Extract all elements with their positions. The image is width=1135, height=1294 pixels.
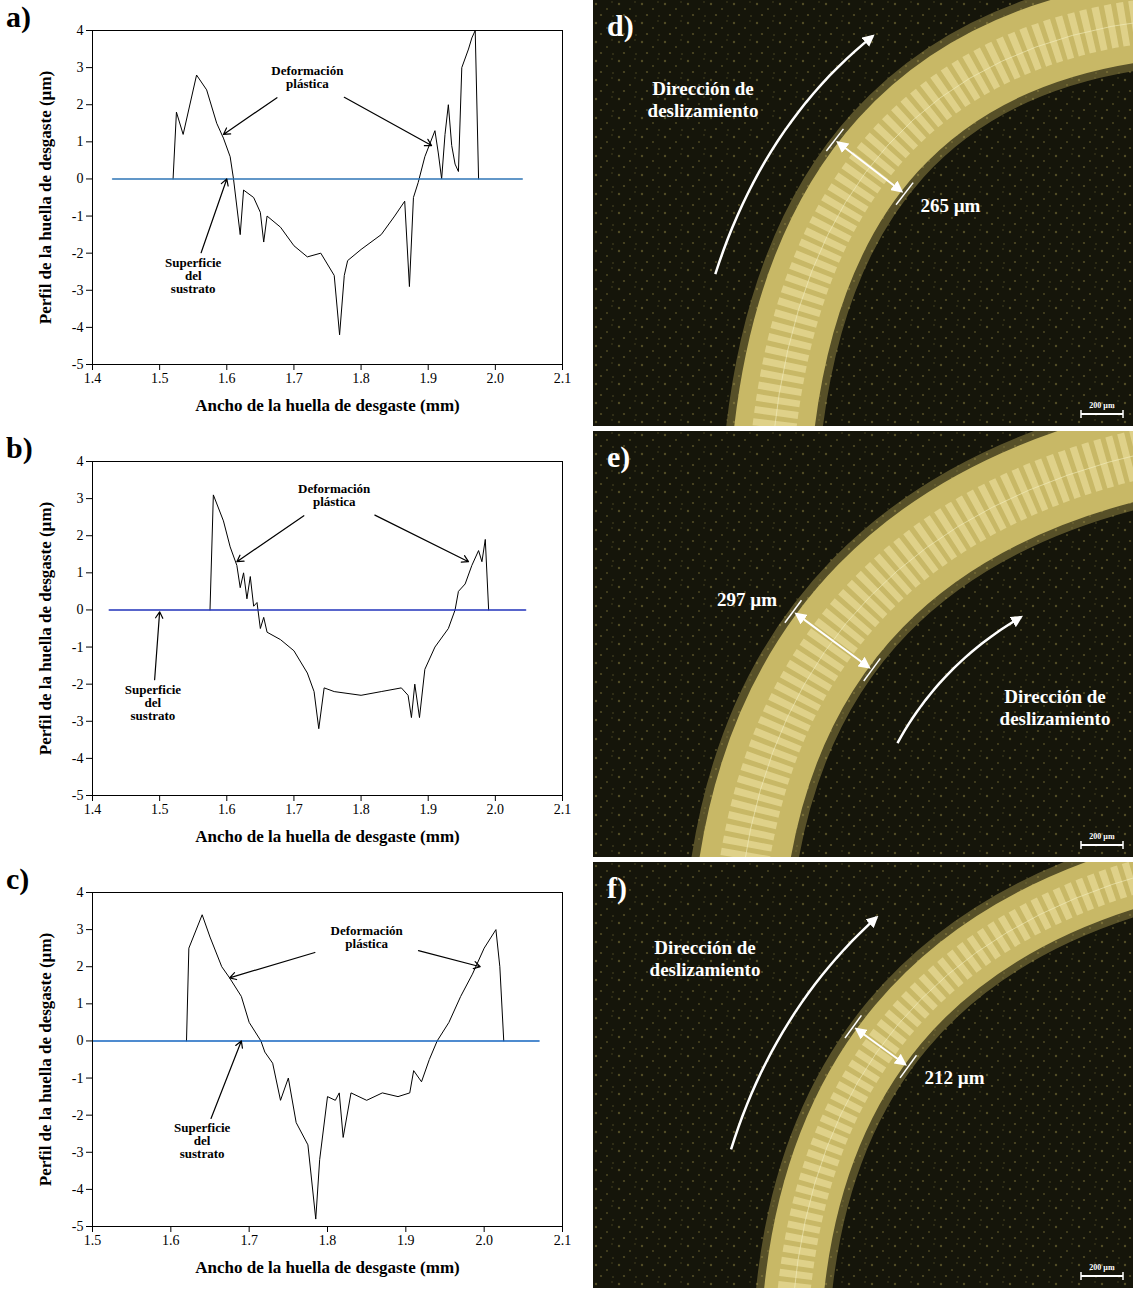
svg-text:2.0: 2.0 xyxy=(487,371,505,386)
html-text:c): c) xyxy=(6,862,30,895)
svg-text:1.8: 1.8 xyxy=(352,802,370,817)
svg-text:-1: -1 xyxy=(72,209,84,224)
svg-text:2.1: 2.1 xyxy=(554,1233,572,1248)
svg-text:1.9: 1.9 xyxy=(419,371,437,386)
svg-text:Superficiedelsustrato: Superficiedelsustrato xyxy=(174,1120,231,1161)
svg-text:-4: -4 xyxy=(72,320,84,335)
svg-text:1: 1 xyxy=(77,134,84,149)
svg-text:4: 4 xyxy=(77,885,84,900)
svg-text:297 µm: 297 µm xyxy=(717,589,777,610)
svg-text:Ancho de la huella de desgaste: Ancho de la huella de desgaste (mm) xyxy=(195,827,459,846)
svg-text:1.5: 1.5 xyxy=(151,371,169,386)
svg-text:d): d) xyxy=(607,9,634,43)
svg-text:4: 4 xyxy=(77,23,84,38)
svg-text:1.5: 1.5 xyxy=(84,1233,102,1248)
svg-text:-3: -3 xyxy=(72,714,84,729)
svg-text:1.5: 1.5 xyxy=(151,802,169,817)
svg-text:-2: -2 xyxy=(72,677,84,692)
svg-text:-3: -3 xyxy=(72,283,84,298)
svg-text:1.6: 1.6 xyxy=(218,802,236,817)
svg-text:0: 0 xyxy=(77,602,84,617)
svg-text:1.7: 1.7 xyxy=(240,1233,258,1248)
svg-text:-5: -5 xyxy=(72,357,84,372)
svg-text:1: 1 xyxy=(77,565,84,580)
svg-text:265 µm: 265 µm xyxy=(920,195,980,216)
svg-text:2.0: 2.0 xyxy=(487,802,505,817)
svg-text:-4: -4 xyxy=(72,751,84,766)
svg-text:Perfil de la huella de desgast: Perfil de la huella de desgaste (µm) xyxy=(36,933,55,1186)
svg-text:Perfil de la huella de desgast: Perfil de la huella de desgaste (µm) xyxy=(36,502,55,755)
svg-text:1.4: 1.4 xyxy=(84,802,102,817)
svg-text:1.7: 1.7 xyxy=(285,802,303,817)
svg-text:1.6: 1.6 xyxy=(162,1233,180,1248)
html-text:b): b) xyxy=(6,431,33,464)
svg-text:Deformaciónplástica: Deformaciónplástica xyxy=(331,923,404,951)
svg-text:2.1: 2.1 xyxy=(554,371,572,386)
svg-text:2: 2 xyxy=(77,528,84,543)
svg-text:3: 3 xyxy=(77,491,84,506)
svg-text:-2: -2 xyxy=(72,1108,84,1123)
svg-text:f): f) xyxy=(607,871,627,905)
svg-text:-3: -3 xyxy=(72,1145,84,1160)
svg-text:4: 4 xyxy=(77,454,84,469)
svg-text:Superficiedelsustrato: Superficiedelsustrato xyxy=(125,682,182,723)
svg-text:1.8: 1.8 xyxy=(319,1233,337,1248)
svg-text:Perfil de la huella de desgast: Perfil de la huella de desgaste (µm) xyxy=(36,71,55,324)
svg-text:1.7: 1.7 xyxy=(285,371,303,386)
svg-text:1.6: 1.6 xyxy=(218,371,236,386)
svg-text:0: 0 xyxy=(77,1033,84,1048)
svg-text:-1: -1 xyxy=(72,1071,84,1086)
svg-text:Superficiedelsustrato: Superficiedelsustrato xyxy=(165,255,222,296)
svg-text:e): e) xyxy=(607,440,630,474)
svg-text:2.1: 2.1 xyxy=(554,802,572,817)
svg-text:Deformaciónplástica: Deformaciónplástica xyxy=(271,63,344,91)
svg-text:-2: -2 xyxy=(72,246,84,261)
svg-text:3: 3 xyxy=(77,60,84,75)
svg-text:200 µm: 200 µm xyxy=(1089,1263,1115,1272)
svg-text:200 µm: 200 µm xyxy=(1089,401,1115,410)
svg-text:-5: -5 xyxy=(72,788,84,803)
svg-text:-5: -5 xyxy=(72,1219,84,1234)
svg-text:3: 3 xyxy=(77,922,84,937)
svg-text:1.4: 1.4 xyxy=(84,371,102,386)
svg-text:Dirección dedeslizamiento: Dirección dedeslizamiento xyxy=(1000,686,1111,729)
svg-text:Deformaciónplástica: Deformaciónplástica xyxy=(298,481,371,509)
svg-text:2.0: 2.0 xyxy=(475,1233,493,1248)
svg-text:2: 2 xyxy=(77,97,84,112)
html-text:a): a) xyxy=(6,0,31,33)
svg-text:1.8: 1.8 xyxy=(352,371,370,386)
svg-text:0: 0 xyxy=(77,171,84,186)
svg-text:212 µm: 212 µm xyxy=(924,1067,984,1088)
svg-text:1.9: 1.9 xyxy=(397,1233,415,1248)
svg-text:200 µm: 200 µm xyxy=(1089,832,1115,841)
svg-text:Ancho de la huella de desgaste: Ancho de la huella de desgaste (mm) xyxy=(195,396,459,415)
svg-text:Dirección dedeslizamiento: Dirección dedeslizamiento xyxy=(650,937,761,980)
svg-text:Dirección dedeslizamiento: Dirección dedeslizamiento xyxy=(648,78,759,121)
svg-text:-1: -1 xyxy=(72,640,84,655)
svg-text:1.9: 1.9 xyxy=(419,802,437,817)
svg-text:1: 1 xyxy=(77,996,84,1011)
svg-text:-4: -4 xyxy=(72,1182,84,1197)
svg-text:2: 2 xyxy=(77,959,84,974)
svg-text:Ancho de la huella de desgaste: Ancho de la huella de desgaste (mm) xyxy=(195,1258,459,1277)
